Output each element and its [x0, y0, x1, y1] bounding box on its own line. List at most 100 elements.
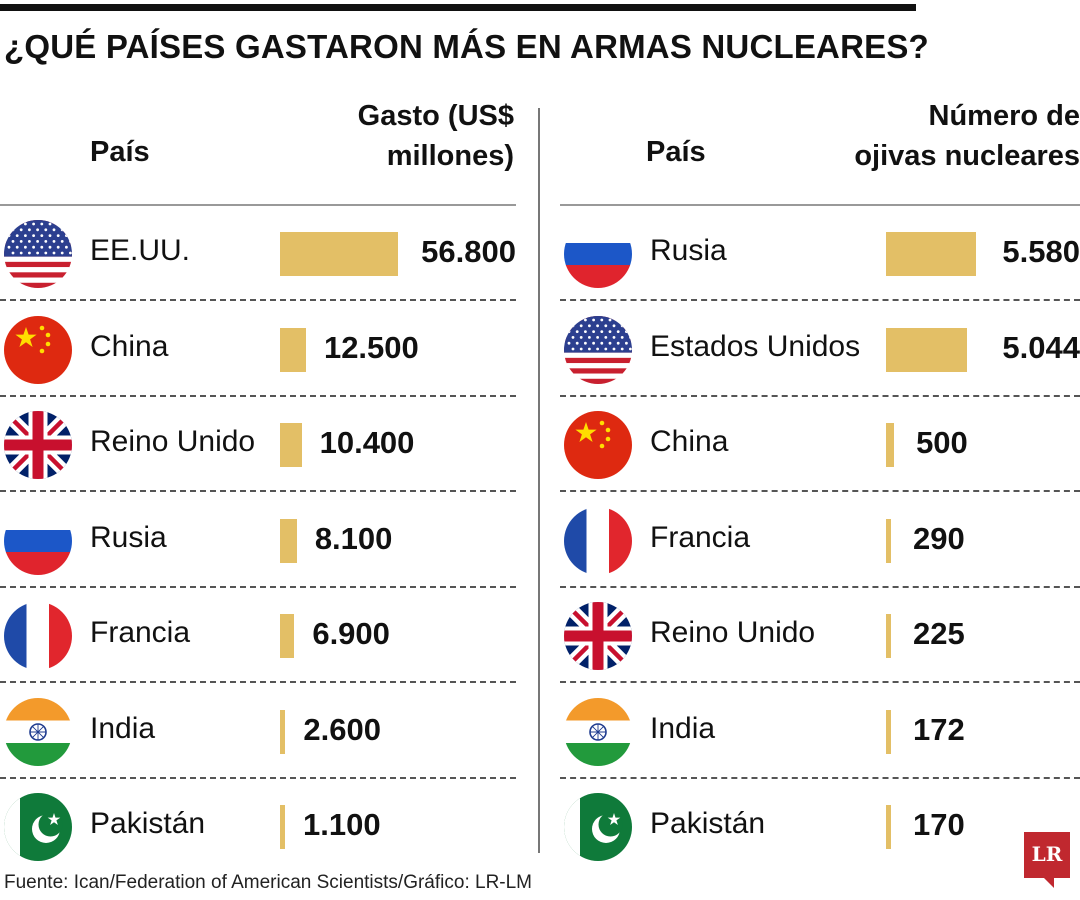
usa-flag-icon [4, 220, 72, 288]
row-separator [560, 585, 1080, 588]
pakistan-flag-icon [564, 793, 632, 861]
country-name: Francia [650, 520, 751, 554]
country-name: India [90, 711, 156, 745]
row-separator [0, 490, 516, 492]
row-separator [0, 585, 516, 588]
russia-flag-icon [564, 220, 632, 288]
table-row: Rusia 5.580 [560, 206, 1080, 301]
row-separator [560, 299, 1080, 301]
lr-logo-tail [1044, 878, 1054, 888]
table-row: Estados Unidos 5.044 [560, 302, 1080, 397]
value-bar [280, 327, 306, 372]
value-bar [280, 805, 285, 849]
uk-flag-icon [4, 411, 72, 479]
country-name: Estados Unidos [650, 329, 861, 363]
country-name: Reino Unido [650, 616, 816, 649]
uk-flag-icon [564, 602, 632, 670]
value-label: 225 [913, 616, 965, 651]
usa-flag-icon [564, 315, 632, 384]
source-footer: Fuente: Ican/Federation of American Scie… [4, 872, 533, 893]
country-name: Francia [90, 616, 191, 649]
value-label: 1.100 [303, 807, 381, 842]
value-column-header: Gasto (US$ millones) [358, 96, 514, 176]
value-label: 6.900 [312, 616, 390, 651]
value-label: 56.800 [421, 234, 516, 269]
country-name: China [90, 329, 169, 363]
row-separator [0, 776, 516, 779]
value-label: 500 [916, 425, 968, 460]
row-separator [560, 681, 1080, 683]
row-separator [560, 776, 1080, 779]
value-bar [886, 423, 895, 467]
warheads-table: País Número de ojivas nucleares Rusia 5.580 E… [560, 96, 1080, 866]
value-bar [886, 518, 891, 563]
country-name: India [650, 711, 716, 745]
value-bar [280, 709, 286, 754]
value-label: 8.100 [314, 520, 393, 556]
value-bar [886, 805, 891, 849]
country-name: Rusia [90, 520, 167, 554]
value-column-header-line: Gasto (US$ [357, 100, 514, 132]
value-label: 172 [913, 711, 965, 747]
table-row: Pakistán 170 [560, 779, 1080, 874]
value-bar [280, 614, 295, 658]
value-column-header-line: ojivas nucleares [854, 140, 1080, 172]
china-flag-icon [564, 411, 632, 479]
country-name: Pakistán [650, 807, 766, 840]
value-label: 5.580 [1002, 234, 1080, 269]
table-row: EE.UU. 56.800 [0, 206, 516, 301]
value-label: 10.400 [319, 425, 415, 460]
france-flag-icon [4, 602, 72, 670]
value-label: 2.600 [303, 711, 381, 747]
country-name: Pakistán [90, 807, 206, 840]
pakistan-flag-icon [4, 793, 72, 861]
spending-table: País Gasto (US$ millones) EE.UU. 56.800 China… [0, 96, 516, 866]
table-row: Reino Unido 225 [560, 588, 1080, 683]
value-column-header-line: millones) [386, 140, 514, 172]
table-row: China 500 [560, 397, 1080, 492]
lr-logo-text: LR [1031, 842, 1063, 866]
table-row: Pakistán 1.100 [0, 779, 516, 874]
india-flag-icon [4, 697, 72, 766]
chart-title: ¿QUÉ PAÍSES GASTARON MÁS EN ARMAS NUCLEA… [4, 28, 929, 65]
table-row: Francia 290 [560, 493, 1080, 588]
header-rule [0, 204, 516, 206]
value-label: 12.500 [323, 329, 419, 365]
table-row: Reino Unido 10.400 [0, 397, 516, 492]
row-separator [560, 490, 1080, 492]
table-row: Francia 6.900 [0, 588, 516, 683]
france-flag-icon [564, 506, 632, 575]
value-label: 170 [913, 807, 965, 842]
value-bar [886, 327, 968, 372]
country-name: EE.UU. [90, 234, 191, 267]
value-bar [886, 709, 891, 754]
value-bar [280, 423, 302, 467]
table-row: India 2.600 [0, 684, 516, 779]
country-name: Rusia [650, 234, 727, 267]
table-row: Rusia 8.100 [0, 493, 516, 588]
value-bar [886, 232, 976, 276]
china-flag-icon [4, 315, 72, 384]
row-separator [0, 299, 516, 301]
lr-logo: LR [1024, 832, 1070, 878]
row-separator [0, 394, 516, 397]
value-label: 290 [913, 520, 965, 556]
column-divider [538, 108, 540, 853]
row-separator [0, 681, 516, 683]
row-separator [560, 394, 1080, 397]
value-column-header-line: Número de [928, 100, 1080, 132]
top-rule [0, 4, 916, 11]
table-row: India 172 [560, 684, 1080, 779]
header-rule [560, 204, 1080, 206]
value-bar [280, 232, 398, 276]
table-row: China 12.500 [0, 302, 516, 397]
country-name: China [650, 425, 729, 458]
value-bar [886, 614, 891, 658]
india-flag-icon [564, 697, 632, 766]
country-column-header: País [90, 136, 150, 168]
value-bar [280, 518, 297, 563]
country-column-header: País [646, 136, 706, 168]
value-column-header: Número de ojivas nucleares [854, 96, 1080, 176]
country-name: Reino Unido [90, 425, 256, 458]
russia-flag-icon [4, 506, 72, 575]
